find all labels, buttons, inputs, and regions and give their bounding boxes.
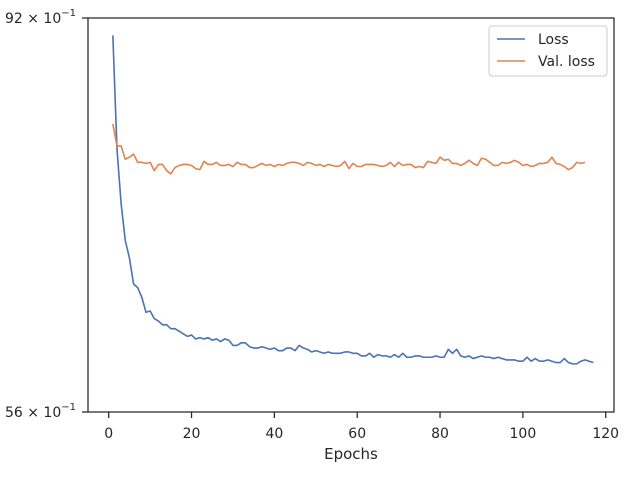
- x-ticks-layer: 0 20 40 60 80 100 120: [104, 412, 619, 442]
- y-tick-label: 56 × 10−1: [5, 402, 76, 421]
- legend-label-val-loss: Val. loss: [538, 54, 595, 70]
- x-tick-label: 80: [431, 426, 449, 442]
- x-axis-label: Epochs: [324, 445, 378, 463]
- x-tick-label: 60: [348, 426, 366, 442]
- x-tick-label: 20: [183, 426, 201, 442]
- y-ticks-layer: 92 × 10−1 56 × 10−1: [5, 8, 88, 421]
- x-tick-label: 0: [104, 426, 113, 442]
- legend: Loss Val. loss: [488, 25, 608, 77]
- x-tick-label: 100: [510, 426, 537, 442]
- x-tick-label: 40: [265, 426, 283, 442]
- y-tick-label: 92 × 10−1: [5, 8, 76, 27]
- series-line-loss: [112, 35, 594, 365]
- x-tick-label: 120: [592, 426, 619, 442]
- series-lines-layer: [112, 35, 594, 365]
- legend-label-loss: Loss: [538, 32, 569, 48]
- plot-frame: [87, 17, 615, 413]
- series-line-val-loss: [112, 123, 586, 175]
